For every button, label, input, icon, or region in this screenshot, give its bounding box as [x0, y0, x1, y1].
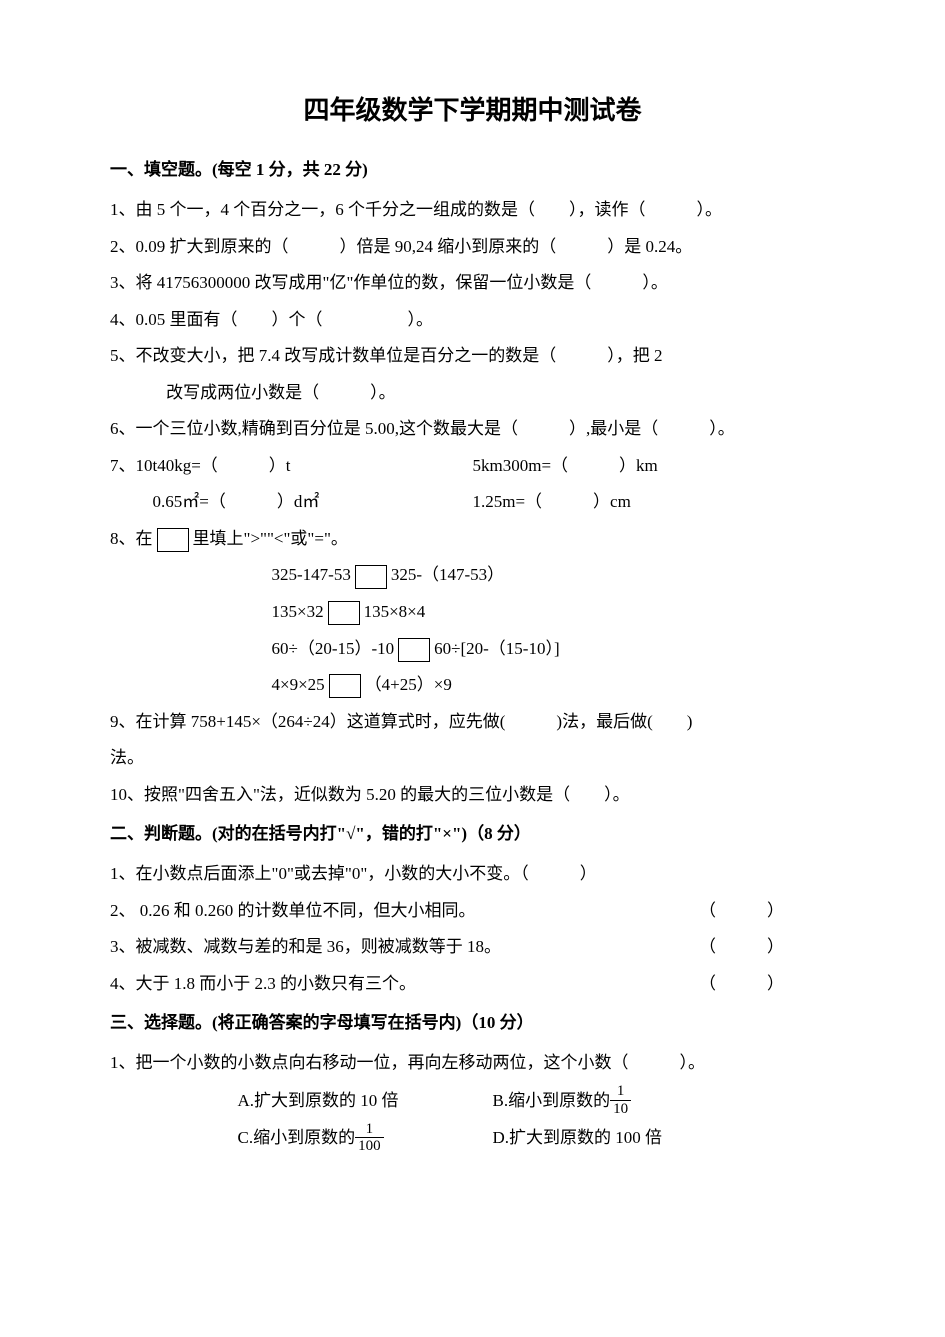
- q2-2-text: 2、 0.26 和 0.260 的计数单位不同，但大小相同。: [110, 893, 699, 930]
- q1-9b: 法。: [110, 740, 835, 777]
- q2-4-paren: （ ）: [699, 966, 835, 1003]
- frac-num: 1: [355, 1121, 384, 1139]
- q1-9a: 9、在计算 758+145×（264÷24）这道算式时，应先做( )法，最后做(…: [110, 704, 835, 741]
- q1-8-intro-a: 8、在: [110, 529, 153, 548]
- compare-box-icon: [398, 638, 430, 662]
- q1-7b-left: 0.65㎡=（ ）d㎡: [110, 484, 473, 521]
- q1-7-row2: 0.65㎡=（ ）d㎡ 1.25m=（ ）cm: [110, 484, 835, 521]
- q1-6: 6、一个三位小数,精确到百分位是 5.00,这个数最大是（ ）,最小是（ ）。: [110, 411, 835, 448]
- q1-7a-right: 5km300m=（ ）km: [473, 448, 836, 485]
- q3-1a: A.扩大到原数的 10 倍: [238, 1082, 493, 1119]
- q3-1-row1: A.扩大到原数的 10 倍 B.缩小到原数的110: [110, 1082, 835, 1119]
- q1-8-3a: 60÷（20-15）-10: [272, 639, 395, 658]
- q3-1-row2: C.缩小到原数的1100 D.扩大到原数的 100 倍: [110, 1119, 835, 1156]
- q1-8-1a: 325-147-53: [272, 565, 351, 584]
- q1-8-2b: 135×8×4: [364, 602, 426, 621]
- q1-3: 3、将 41756300000 改写成用"亿"作单位的数，保留一位小数是（ ）。: [110, 265, 835, 302]
- q1-7a-left: 7、10t40kg=（ ）t: [110, 448, 473, 485]
- q3-1c: C.缩小到原数的1100: [238, 1119, 493, 1156]
- q1-7-row1: 7、10t40kg=（ ）t 5km300m=（ ）km: [110, 448, 835, 485]
- compare-box-icon: [328, 601, 360, 625]
- q1-4: 4、0.05 里面有（ ）个（ ）。: [110, 302, 835, 339]
- q2-3: 3、被减数、减数与差的和是 36，则被减数等于 18。 （ ）: [110, 929, 835, 966]
- q1-8-4b: （4+25）×9: [365, 675, 452, 694]
- q1-2: 2、0.09 扩大到原来的（ ）倍是 90,24 缩小到原来的（ ）是 0.24…: [110, 229, 835, 266]
- frac-den: 10: [610, 1101, 631, 1118]
- compare-box-icon: [355, 565, 387, 589]
- q2-3-paren: （ ）: [699, 929, 835, 966]
- q2-3-text: 3、被减数、减数与差的和是 36，则被减数等于 18。: [110, 929, 699, 966]
- section3-heading: 三、选择题。(将正确答案的字母填写在括号内)（10 分）: [110, 1008, 835, 1033]
- q1-8-line4: 4×9×25 （4+25）×9: [110, 667, 835, 704]
- q1-8-2a: 135×32: [272, 602, 324, 621]
- q1-8-line1: 325-147-53 325-（147-53）: [110, 557, 835, 594]
- q3-1b: B.缩小到原数的110: [493, 1082, 632, 1119]
- q1-5b: 改写成两位小数是（ ）。: [110, 375, 835, 412]
- q3-1: 1、把一个小数的小数点向右移动一位，再向左移动两位，这个小数（ ）。: [110, 1045, 835, 1082]
- q1-8-line3: 60÷（20-15）-10 60÷[20-（15-10）]: [110, 631, 835, 668]
- fraction-icon: 1100: [355, 1121, 384, 1155]
- q1-8-intro-b: 里填上">""<"或"="。: [193, 529, 348, 548]
- exam-title: 四年级数学下学期期中测试卷: [110, 90, 835, 127]
- q1-10: 10、按照"四舍五入"法，近似数为 5.20 的最大的三位小数是（ ）。: [110, 777, 835, 814]
- q1-8-4a: 4×9×25: [272, 675, 325, 694]
- q1-5a: 5、不改变大小，把 7.4 改写成计数单位是百分之一的数是（ ），把 2: [110, 338, 835, 375]
- q2-4: 4、大于 1.8 而小于 2.3 的小数只有三个。 （ ）: [110, 966, 835, 1003]
- frac-num: 1: [610, 1083, 631, 1101]
- compare-box-icon: [157, 528, 189, 552]
- section1-heading: 一、填空题。(每空 1 分，共 22 分): [110, 155, 835, 180]
- q2-4-text: 4、大于 1.8 而小于 2.3 的小数只有三个。: [110, 966, 699, 1003]
- q3-1b-prefix: B.缩小到原数的: [493, 1091, 611, 1110]
- frac-den: 100: [355, 1138, 384, 1155]
- q1-8-intro: 8、在 里填上">""<"或"="。: [110, 521, 835, 558]
- q1-7b-right: 1.25m=（ ）cm: [473, 484, 836, 521]
- compare-box-icon: [329, 674, 361, 698]
- q2-1: 1、在小数点后面添上"0"或去掉"0"，小数的大小不变。（ ）: [110, 856, 835, 893]
- q3-1c-prefix: C.缩小到原数的: [238, 1128, 356, 1147]
- section2-heading: 二、判断题。(对的在括号内打"√"，错的打"×")（8 分）: [110, 819, 835, 844]
- q1-8-line2: 135×32 135×8×4: [110, 594, 835, 631]
- fraction-icon: 110: [610, 1083, 631, 1117]
- q2-2-paren: （ ）: [699, 893, 835, 930]
- q3-1d: D.扩大到原数的 100 倍: [493, 1119, 663, 1156]
- q2-2: 2、 0.26 和 0.260 的计数单位不同，但大小相同。 （ ）: [110, 893, 835, 930]
- q1-1: 1、由 5 个一，4 个百分之一，6 个千分之一组成的数是（ ），读作（ ）。: [110, 192, 835, 229]
- q1-8-1b: 325-（147-53）: [391, 565, 504, 584]
- q1-8-3b: 60÷[20-（15-10）]: [434, 639, 559, 658]
